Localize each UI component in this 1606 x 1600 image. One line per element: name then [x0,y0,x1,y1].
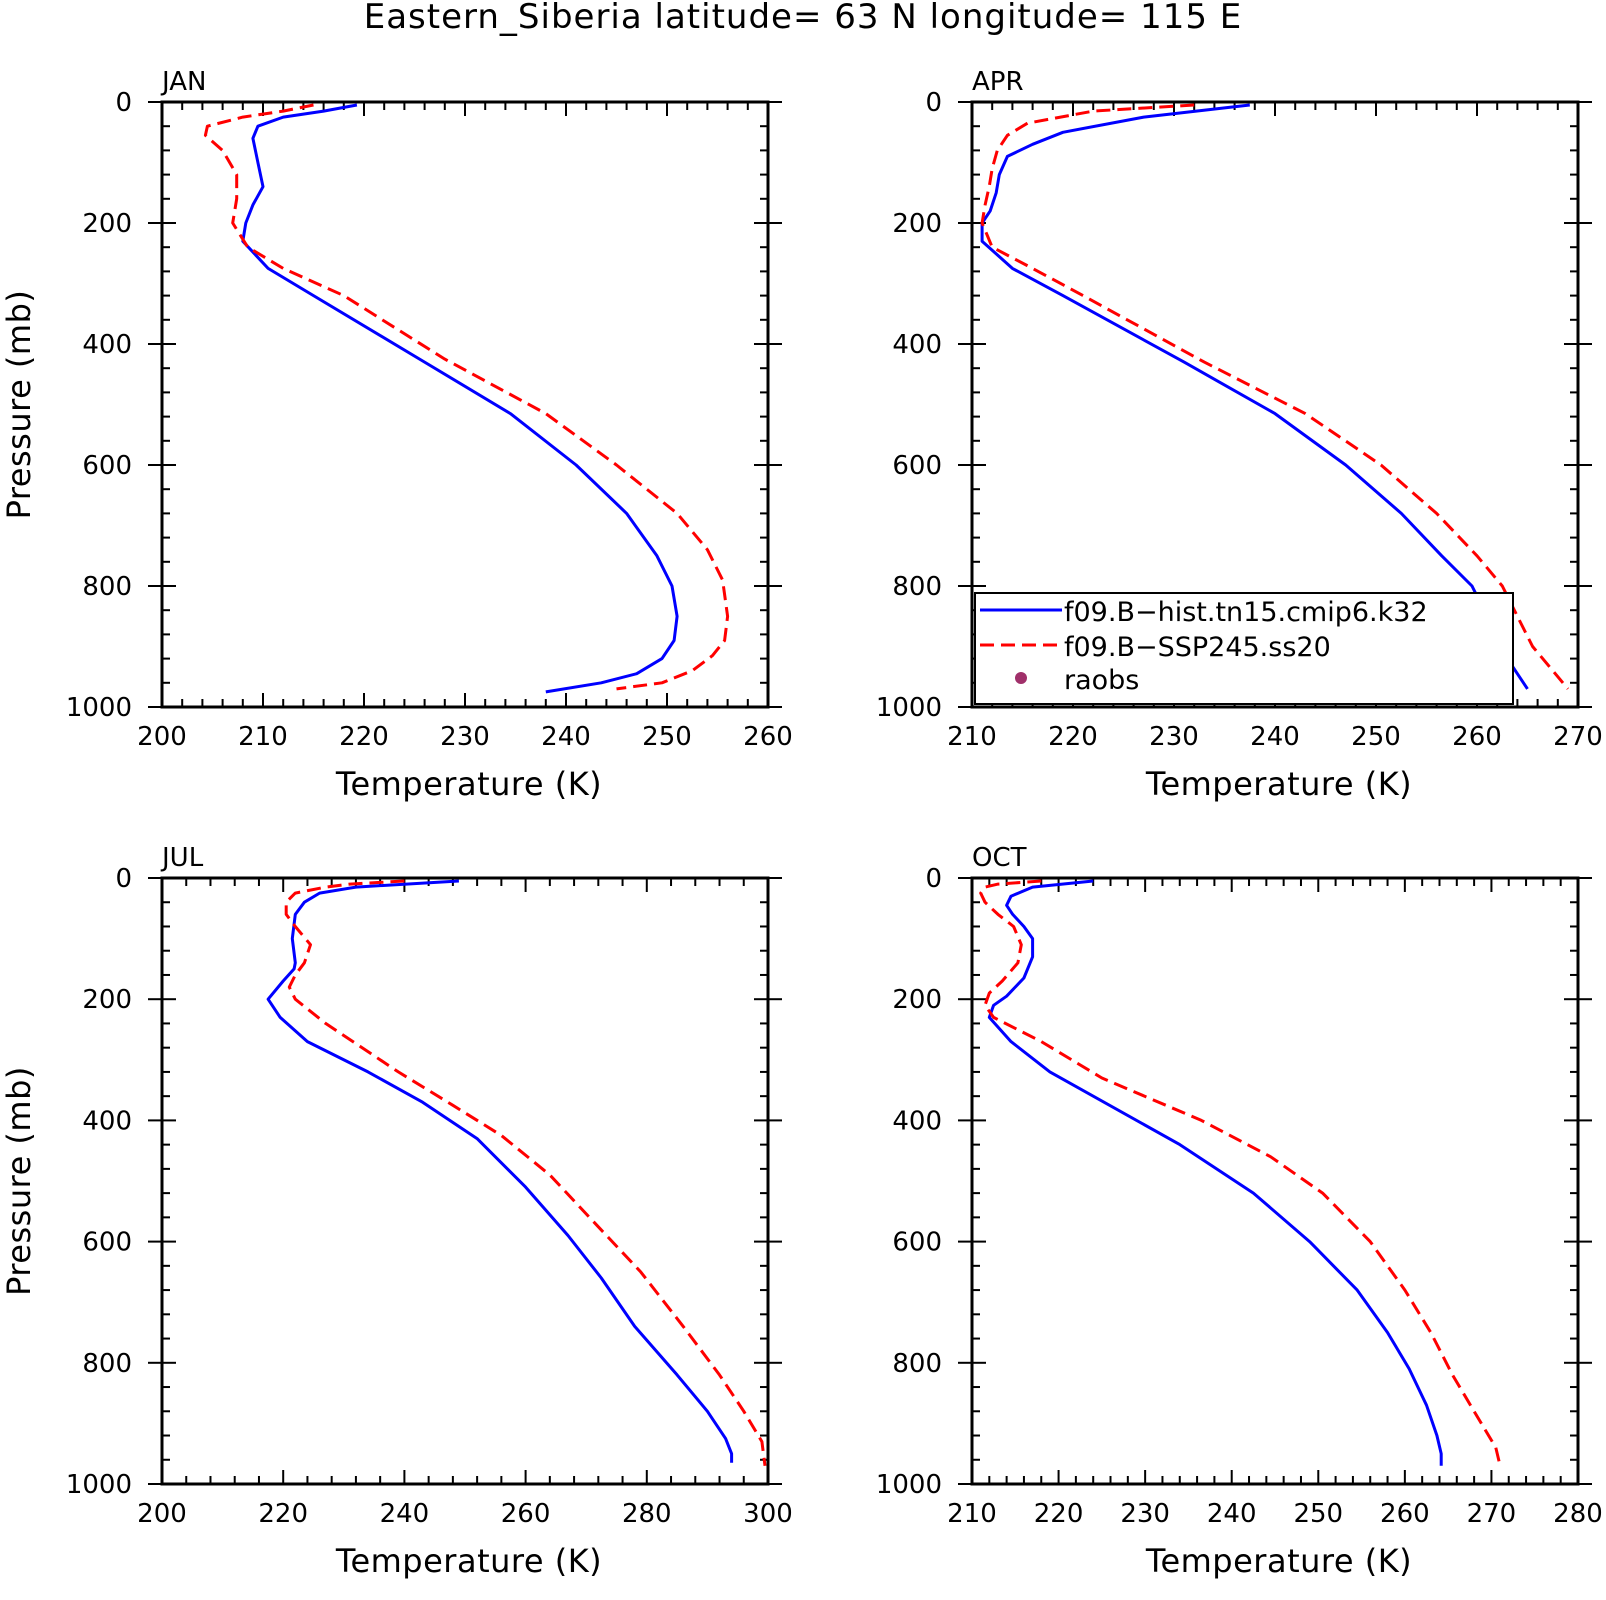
y-tick-label: 1000 [66,693,132,723]
series-hist-line [980,103,1529,690]
x-tick-label: 230 [1120,1499,1170,1529]
series-ssp245-line [979,879,1502,1467]
x-tick-label: 220 [1048,722,1098,752]
figure-title: Eastern_Siberia latitude= 63 N longitude… [364,0,1243,37]
panel-label: JAN [160,67,206,97]
plot-frame [160,876,770,1486]
series-hist-line [241,103,679,694]
x-tick-label: 220 [1034,1499,1084,1529]
y-tick-label: 800 [82,572,132,602]
y-tick-label: 600 [892,1228,942,1258]
x-tick-label: 240 [380,1499,430,1529]
panel-label: APR [972,67,1024,97]
y-tick-label: 800 [892,1349,942,1379]
x-tick-label: 240 [1250,722,1300,752]
y-tick-label: 200 [892,985,942,1015]
x-axis-title: Temperature (K) [1145,1542,1412,1580]
series-hist-line [987,879,1443,1466]
y-tick-label: 400 [892,1106,942,1136]
legend-label: f09.B−hist.tn15.cmip6.k32 [1064,597,1428,628]
y-tick-label: 800 [82,1349,132,1379]
legend-box [974,592,1514,705]
x-tick-label: 210 [238,722,288,752]
x-tick-label: 300 [743,1499,793,1529]
legend: f09.B−hist.tn15.cmip6.k32 f09.B−SSP245.ss… [974,592,1514,705]
panel-oct: OCT 210 220 230 240 250 260 270 280 0 200 400 600 800… [876,843,1603,1580]
x-tick-label: 230 [440,722,490,752]
y-tick-label: 0 [925,864,942,894]
series-ssp245-line [980,103,1570,690]
y-tick-label: 1000 [876,693,942,723]
y-tick-label: 600 [82,451,132,481]
y-tick-label: 1000 [66,1470,132,1500]
x-tick-label: 210 [947,722,997,752]
y-tick-label: 600 [892,451,942,481]
x-tick-label: 240 [1207,1499,1257,1529]
panel-jan: JAN 200 210 220 230 240 250 260 0 200 400 600 800 100… [0,67,793,803]
panel-apr: APR 210 220 230 240 250 260 270 0 200 400 600 800 100… [876,67,1603,803]
y-tick-label: 800 [892,572,942,602]
x-tick-label: 250 [1351,722,1401,752]
panel-label: JUL [160,843,204,873]
y-tick-label: 400 [82,330,132,360]
x-tick-label: 200 [137,1499,187,1529]
y-tick-label: 200 [892,209,942,239]
series-ssp245-line [284,879,767,1466]
legend-raobs-marker [1015,672,1027,684]
y-tick-label: 600 [82,1228,132,1258]
y-tick-label: 0 [115,864,132,894]
x-tick-label: 210 [947,1499,997,1529]
x-tick-label: 200 [137,722,187,752]
y-tick-label: 400 [892,330,942,360]
legend-label: f09.B−SSP245.ss20 [1064,632,1331,663]
y-tick-label: 200 [82,985,132,1015]
y-tick-label: 400 [82,1106,132,1136]
x-axis-title: Temperature (K) [335,1542,602,1580]
series-ssp245-line [203,103,730,691]
legend-label: raobs [1064,665,1139,696]
panel-label: OCT [972,843,1027,873]
x-axis-title: Temperature (K) [335,765,602,803]
x-tick-label: 240 [541,722,591,752]
plot-frame [970,876,1580,1486]
x-tick-label: 260 [1380,1499,1430,1529]
y-tick-label: 0 [115,88,132,118]
x-tick-label: 250 [642,722,692,752]
series-hist-line [266,879,734,1463]
x-tick-label: 280 [622,1499,672,1529]
y-tick-label: 1000 [876,1470,942,1500]
panels: JAN 200 210 220 230 240 250 260 0 200 400 600 800 100… [0,67,1603,1580]
x-tick-label: 280 [1553,1499,1603,1529]
x-tick-label: 260 [1452,722,1502,752]
x-tick-label: 250 [1293,1499,1343,1529]
x-tick-label: 260 [501,1499,551,1529]
x-tick-label: 230 [1149,722,1199,752]
x-tick-label: 220 [339,722,389,752]
x-tick-label: 270 [1553,722,1603,752]
x-tick-label: 260 [743,722,793,752]
x-tick-label: 270 [1467,1499,1517,1529]
x-tick-label: 220 [258,1499,308,1529]
y-axis-title: Pressure (mb) [0,1066,38,1296]
x-axis-title: Temperature (K) [1145,765,1412,803]
y-axis-title: Pressure (mb) [0,290,38,520]
panel-jul: JUL 200 220 240 260 280 300 0 200 400 600 800 1000 Te… [0,843,793,1580]
y-tick-label: 0 [925,88,942,118]
y-tick-label: 200 [82,209,132,239]
